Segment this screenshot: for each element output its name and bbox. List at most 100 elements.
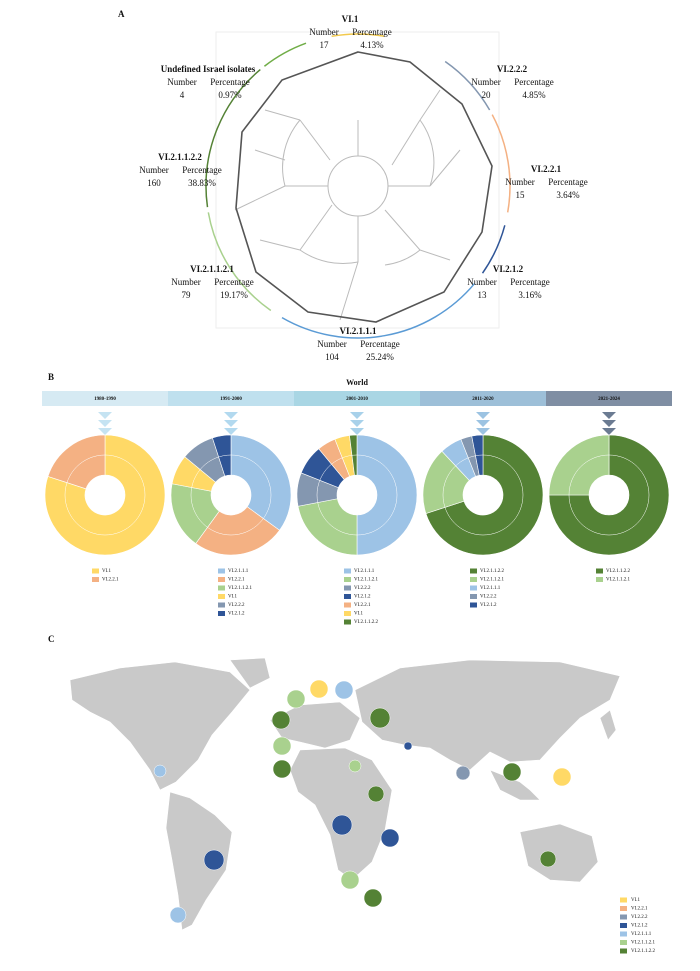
clade-arc: [205, 68, 261, 208]
legend-label: VI.2.1.1.2.1: [606, 578, 631, 583]
legend-swatch: [218, 585, 225, 591]
clade-arc: [491, 114, 511, 213]
clade-arcs: [205, 33, 511, 339]
legend-swatch: [620, 914, 627, 920]
legend-label: VI.2.1.1.1: [354, 569, 375, 574]
legend-swatch: [620, 931, 627, 937]
donut-segment: [297, 498, 358, 556]
clade-arc: [444, 60, 491, 111]
donut-charts: 1980-1990 VI.1 VI.2.2.1 1991-2000 VI.2.1.1.1…: [42, 391, 672, 625]
donut-ring: [64, 454, 146, 536]
legend-swatch: [344, 611, 351, 616]
legend-label: VI.2.1.1.1: [228, 569, 249, 574]
legend-label: VI.2.2.1: [631, 907, 648, 912]
legend-swatch: [596, 568, 603, 574]
legend-label: VI.2.2.2: [354, 586, 371, 591]
period-label: 2001-2010: [346, 397, 368, 402]
legend-label: VI.2.1.1.1: [631, 932, 652, 937]
clade-arc: [331, 33, 385, 38]
arrow: [602, 412, 616, 419]
clade-percentage: 3.16%: [518, 290, 542, 300]
legend-label: VI.2.1.1.2.1: [480, 578, 505, 583]
legend-label: VI.2.1.2: [631, 924, 648, 929]
donut-segment: [425, 434, 544, 556]
clade-percentage: 25.24%: [366, 352, 394, 362]
header-number: Number: [467, 277, 497, 287]
header-number: Number: [505, 177, 535, 187]
legend-label: VI.2.1.1.2.2: [606, 569, 631, 574]
legend-label: VI.2.2.2: [480, 595, 497, 600]
legend-label: VI.2.1.2: [228, 612, 245, 617]
period-band: [294, 391, 420, 406]
clade-name: VI.2.1.1.2.1: [190, 264, 234, 274]
header-percentage: Percentage: [352, 27, 391, 37]
donut-segment: [356, 434, 418, 556]
period-band: [42, 391, 168, 406]
legend-label: VI.2.1.1.2.2: [480, 569, 505, 574]
donut-segment: [195, 506, 280, 556]
legend-swatch: [344, 585, 351, 591]
arrow: [224, 420, 238, 427]
clade-number: 104: [325, 352, 339, 362]
donut-ring: [442, 454, 524, 536]
panel-letter: B: [48, 372, 54, 382]
header-number: Number: [139, 165, 169, 175]
header-percentage: Percentage: [360, 339, 399, 349]
tree-box: [215, 31, 500, 329]
legend-label: VI.2.1.2: [354, 595, 371, 600]
legend-label: VI.2.1.1.2.1: [631, 941, 656, 946]
clade-percentage: 4.13%: [360, 40, 384, 50]
panel-letter: C: [48, 634, 55, 644]
header-number: Number: [471, 77, 501, 87]
clade-name: VI.2.2.1: [531, 164, 562, 174]
period-band: [546, 391, 672, 406]
arrow: [476, 412, 490, 419]
legend-label: VI.2.2.1: [354, 603, 371, 608]
period-label: 1980-1990: [94, 397, 116, 402]
legend-label: VI.2.1.1.1: [480, 586, 501, 591]
clade-arc: [207, 212, 272, 312]
legend-label: VI.2.1.1.2.2: [631, 949, 656, 954]
period-band: [420, 391, 546, 406]
legend-label: VI.2.2.1: [228, 578, 245, 583]
header-number: Number: [171, 277, 201, 287]
legend-swatch: [218, 611, 225, 616]
legend-swatch: [344, 568, 351, 574]
legend-swatch: [620, 940, 627, 945]
clade-arc: [281, 283, 476, 339]
panel-letter: A: [118, 9, 125, 19]
clade-name: VI.2.1.1.1: [339, 326, 377, 336]
clade-name: VI.1: [342, 14, 359, 24]
arrow: [98, 420, 112, 427]
header-percentage: Percentage: [210, 77, 249, 87]
arrow: [476, 428, 490, 435]
donut-segment: [47, 434, 106, 490]
arrow: [98, 412, 112, 419]
legend-label: VI.2.1.1.2.1: [354, 578, 379, 583]
legend-swatch: [344, 619, 351, 625]
arrow: [98, 428, 112, 435]
clade-number: 15: [516, 190, 526, 200]
legend-label: VI.2.1.1.2.1: [228, 586, 253, 591]
clade-percentage: 19.17%: [220, 290, 248, 300]
legend-label: VI.1: [354, 612, 364, 617]
legend-label: VI.2.2.1: [102, 578, 119, 583]
clade-percentage: 3.64%: [556, 190, 580, 200]
period-band: [168, 391, 294, 406]
legend-label: VI.2.2.2: [631, 915, 648, 920]
legend-label: VI.2.1.1.2.2: [354, 620, 379, 625]
world-map: [69, 657, 621, 931]
legend-swatch: [218, 602, 225, 608]
clade-name: VI.2.2.2: [497, 64, 528, 74]
legend-label: VI.1: [228, 595, 238, 600]
legend-swatch: [620, 948, 627, 954]
clade-number: 13: [478, 290, 488, 300]
legend-label: VI.2.2.2: [228, 603, 245, 608]
arrow: [476, 420, 490, 427]
legend-swatch: [92, 568, 99, 574]
clade-name: VI.2.1.1.2.2: [158, 152, 202, 162]
legend-label: VI.2.1.2: [480, 603, 497, 608]
map-legend: VI.1 VI.2.2.1 VI.2.2.2 VI.2.1.2 VI.2.1.1.1 VI…: [620, 897, 656, 954]
donut-segment: [548, 434, 670, 556]
